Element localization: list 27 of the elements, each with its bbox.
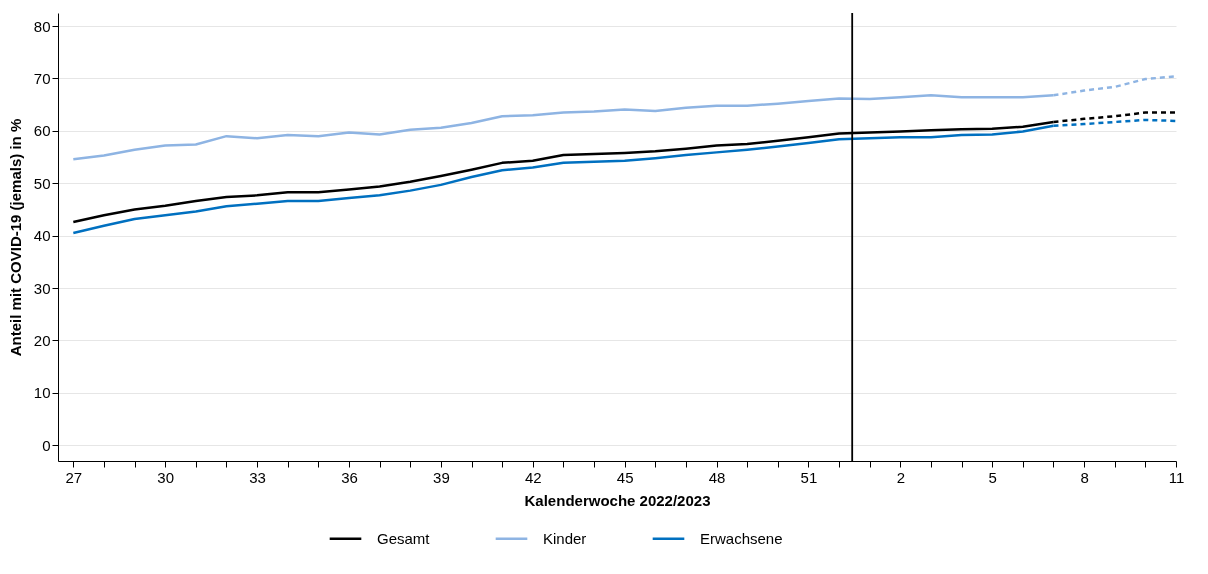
x-tick-label: 48	[708, 468, 726, 486]
x-tick-label: 33	[249, 468, 266, 486]
y-tick-label: 0	[42, 436, 51, 454]
legend-label: Gesamt	[377, 529, 431, 547]
legend-label: Kinder	[543, 529, 587, 547]
x-tick-label: 5	[988, 468, 997, 486]
y-tick-label: 50	[33, 174, 51, 192]
x-tick-label: 8	[1080, 468, 1089, 486]
y-tick-label: 30	[33, 279, 51, 297]
x-tick-label: 42	[524, 468, 542, 486]
y-tick-label: 70	[33, 70, 51, 87]
y-tick-label: 60	[33, 122, 51, 140]
x-tick-label: 39	[433, 468, 450, 486]
legend-label: Erwachsene	[700, 529, 783, 547]
x-tick-label: 27	[65, 468, 83, 486]
x-tick-label: 51	[800, 468, 818, 486]
x-tick-label: 30	[157, 468, 175, 486]
x-tick-label: 45	[616, 468, 634, 486]
x-tick-label: 2	[896, 468, 905, 486]
y-tick-label: 10	[33, 384, 51, 402]
y-axis-title: Anteil mit COVID-19 (jemals) in %	[6, 118, 24, 357]
y-tick-label: 40	[33, 227, 51, 245]
y-tick-label: 80	[33, 17, 51, 35]
x-tick-label: 11	[1168, 468, 1185, 486]
x-tick-label: 36	[341, 468, 358, 486]
y-tick-label: 20	[33, 331, 51, 349]
x-axis-title: Kalenderwoche 2022/2023	[524, 491, 711, 509]
